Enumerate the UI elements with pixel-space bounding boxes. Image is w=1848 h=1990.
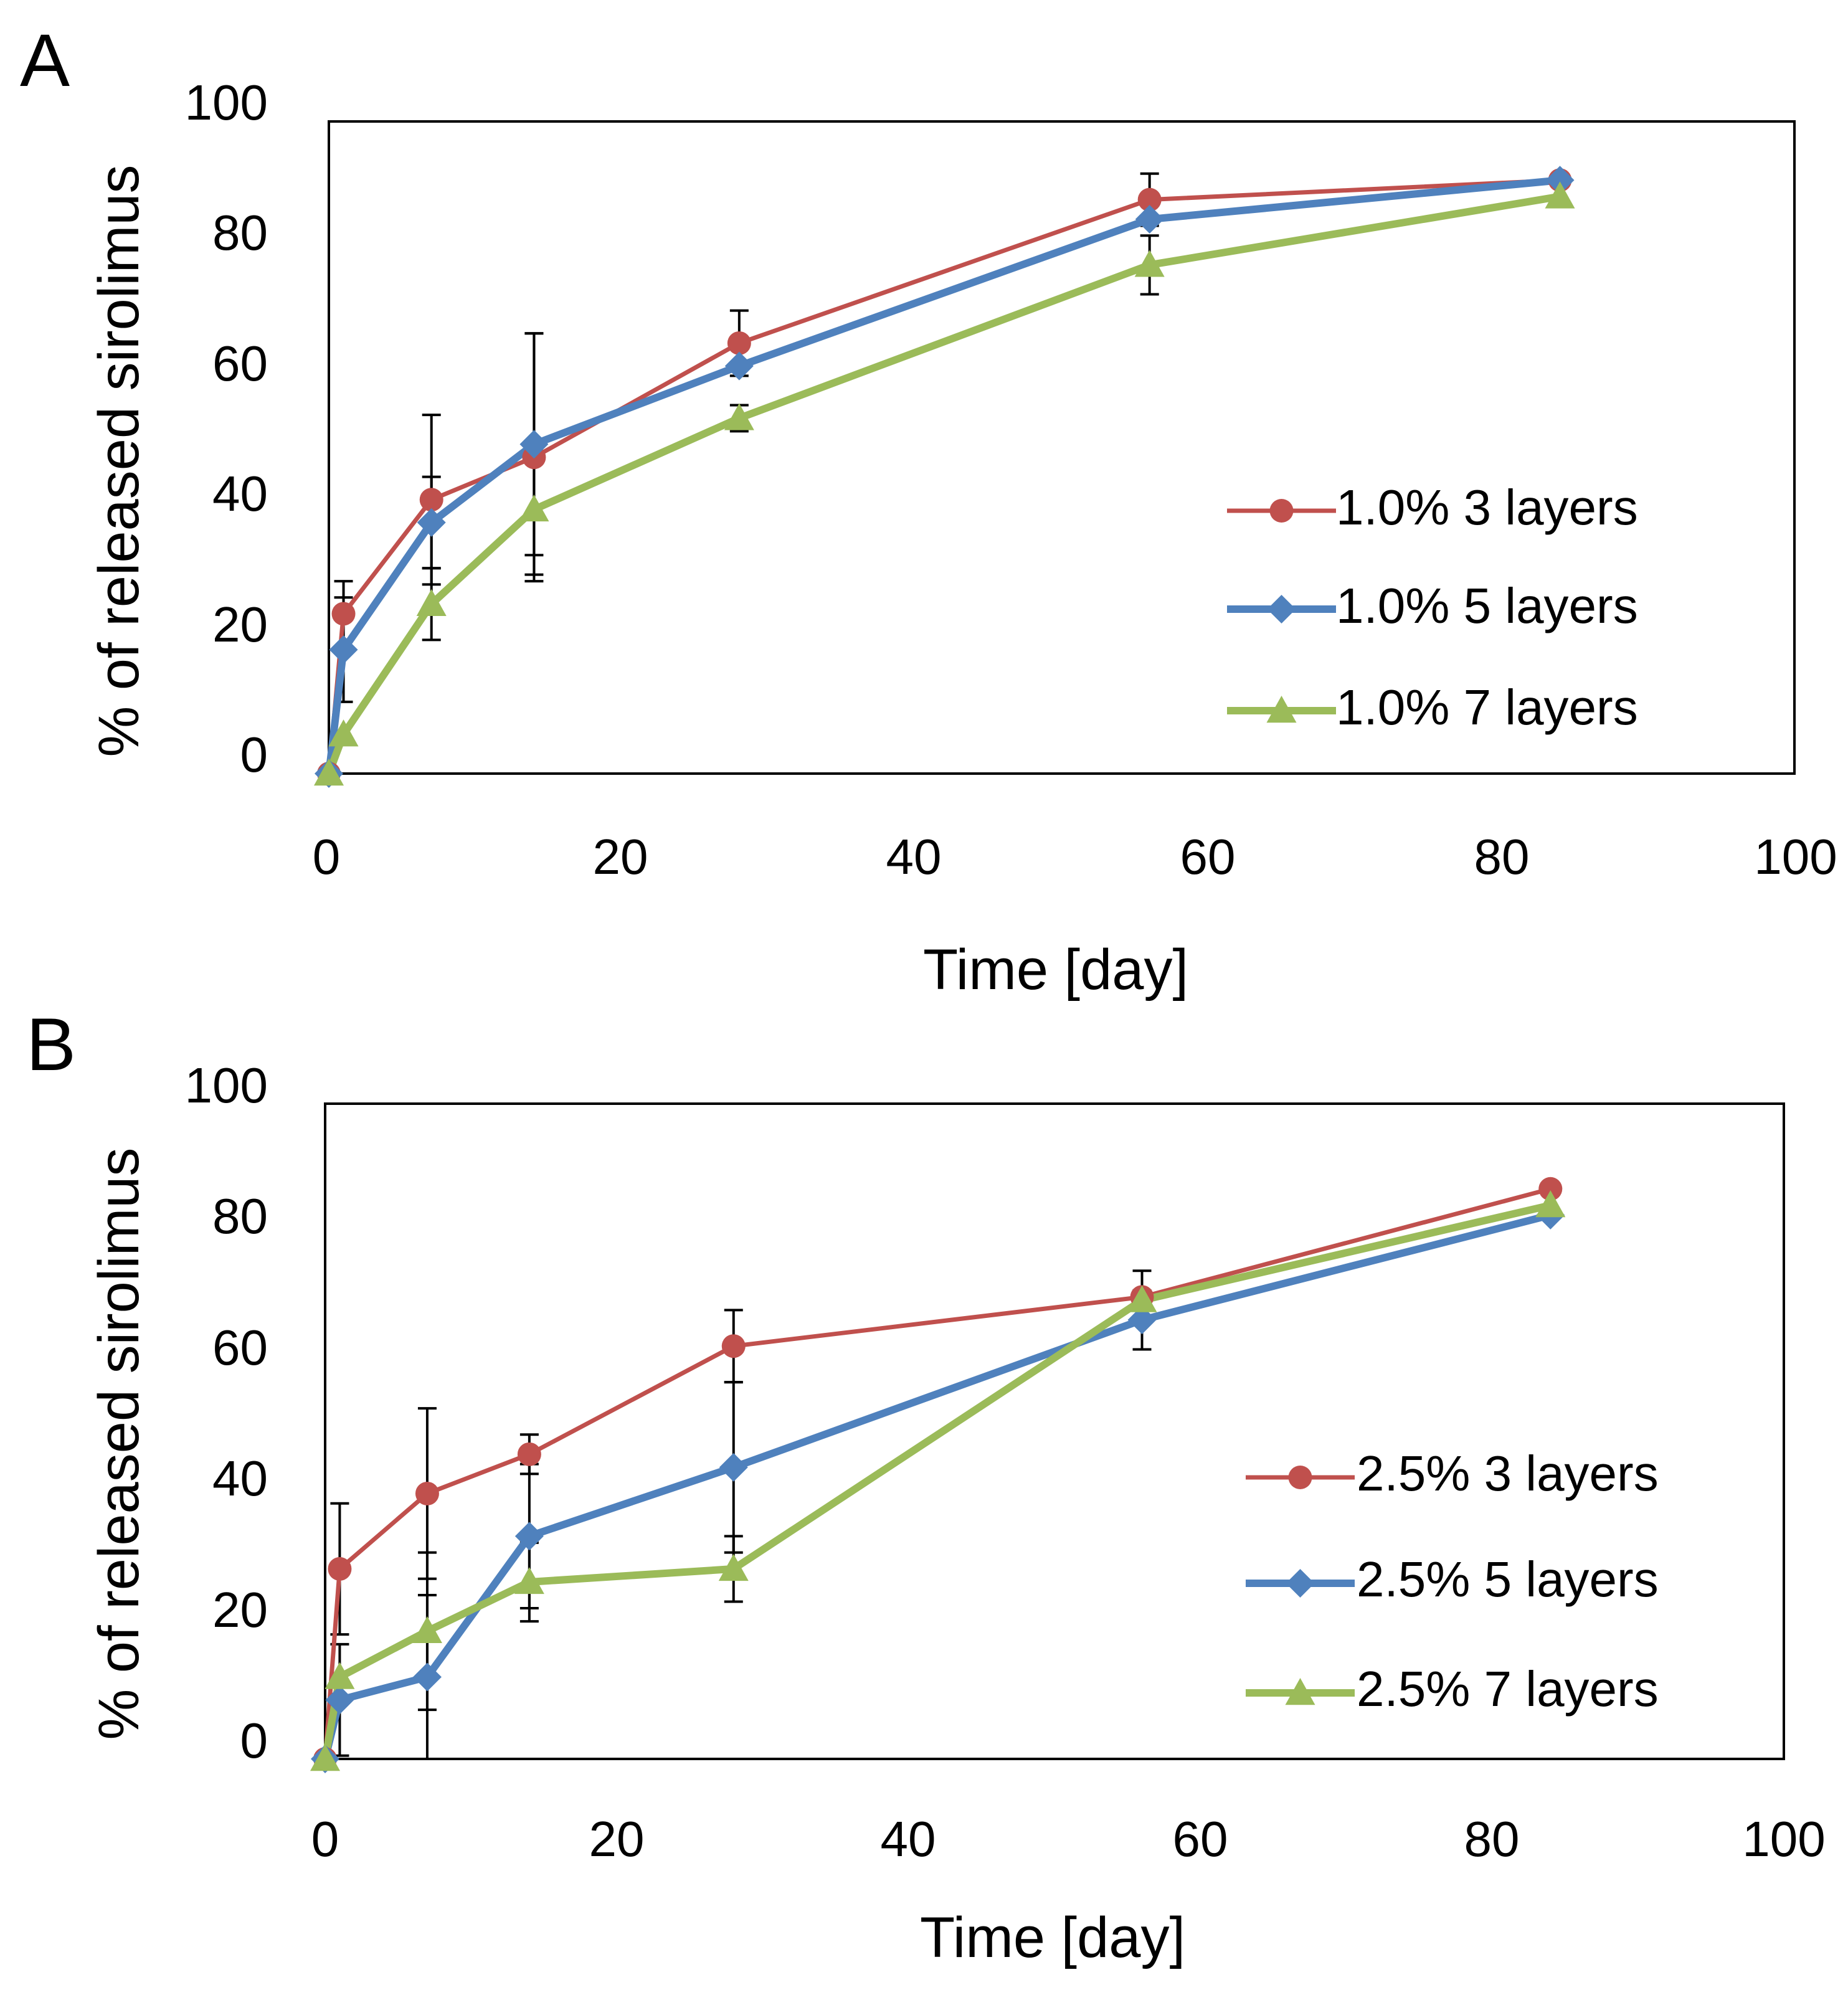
y-tick-labels: 0 20 40 60 80 100	[185, 75, 268, 782]
x-tick-label: 40	[886, 829, 942, 884]
diamond-marker	[325, 1685, 354, 1715]
legend-label: 2.5% 7 layers	[1357, 1661, 1659, 1717]
diamond-marker	[1267, 595, 1296, 623]
y-tick-labels: 0 20 40 60 80 100	[185, 1058, 268, 1768]
x-tick-label: 60	[1180, 829, 1236, 884]
legend-label: 2.5% 5 layers	[1357, 1552, 1659, 1607]
x-axis-title: Time [day]	[920, 1906, 1185, 1969]
triangle-marker	[310, 1744, 340, 1771]
x-tick-label: 20	[593, 829, 648, 884]
triangle-marker	[1134, 250, 1165, 277]
x-tick-label: 100	[1742, 1811, 1825, 1867]
data-points	[314, 166, 1575, 788]
circle-marker	[1137, 187, 1162, 212]
y-tick-label: 80	[212, 205, 268, 260]
y-axis-title: % of released sirolimus	[87, 1147, 151, 1740]
panel-b: B 0 20 40 60 80 100 0 20 40 60 80 100 Ti…	[26, 1003, 1826, 1969]
y-tick-label: 100	[185, 1058, 268, 1113]
y-tick-label: 0	[240, 727, 268, 782]
y-tick-label: 60	[212, 336, 268, 391]
circle-marker	[331, 602, 356, 626]
circle-marker	[721, 1334, 746, 1358]
triangle-marker	[514, 1566, 544, 1594]
diamond-marker	[1127, 1305, 1157, 1335]
diamond-marker	[1545, 166, 1575, 195]
triangle-marker	[1127, 1285, 1157, 1312]
panel-a: A 0 20 40 60 80 100 0 20 40 60 80 100 Ti…	[20, 19, 1837, 1002]
legend-label: 1.0% 7 layers	[1336, 680, 1638, 735]
y-tick-label: 0	[240, 1713, 268, 1768]
legend: 2.5% 3 layers 2.5% 5 layers 2.5% 7 layer…	[1246, 1446, 1659, 1717]
panel-label: A	[20, 19, 70, 102]
circle-marker	[415, 1481, 439, 1505]
diamond-marker	[719, 1452, 748, 1482]
x-tick-label: 80	[1464, 1811, 1520, 1867]
legend-label: 1.0% 3 layers	[1336, 480, 1638, 535]
triangle-marker	[718, 1553, 749, 1581]
circle-marker	[727, 331, 751, 355]
x-tick-label: 20	[589, 1811, 645, 1867]
triangle-marker	[724, 403, 754, 430]
y-axis-title: % of released sirolimus	[87, 164, 151, 757]
diamond-marker	[724, 351, 754, 381]
circle-marker	[1538, 1177, 1563, 1201]
y-tick-label: 60	[212, 1320, 268, 1375]
x-tick-label: 100	[1754, 829, 1837, 884]
diamond-marker	[1286, 1569, 1315, 1598]
legend-symbol	[1227, 499, 1336, 523]
legend-symbol	[1246, 1466, 1355, 1489]
x-tick-label: 80	[1474, 829, 1530, 884]
triangle-marker	[1535, 1190, 1566, 1218]
x-tick-labels: 0 20 40 60 80 100	[313, 829, 1837, 884]
diamond-marker	[514, 1522, 544, 1551]
circle-marker	[328, 1556, 352, 1581]
legend-symbol	[1227, 595, 1336, 623]
diamond-marker	[519, 430, 549, 459]
diamond-marker	[412, 1662, 442, 1692]
diamond-marker	[1135, 205, 1164, 234]
triangle-marker	[1266, 696, 1297, 723]
x-tick-label: 0	[311, 1811, 339, 1867]
y-tick-label: 40	[212, 1451, 268, 1506]
plot-area-frame	[328, 120, 1796, 775]
y-tick-label: 100	[185, 75, 268, 130]
triangle-marker	[519, 494, 549, 522]
triangle-marker	[1285, 1678, 1315, 1705]
panel-label: B	[26, 1003, 76, 1086]
x-tick-label: 0	[313, 829, 341, 884]
triangle-marker	[412, 1616, 442, 1644]
y-tick-label: 20	[212, 1582, 268, 1637]
legend-symbol	[1246, 1678, 1355, 1705]
circle-marker	[517, 1442, 541, 1466]
x-tick-label: 60	[1173, 1811, 1228, 1867]
legend-label: 1.0% 5 layers	[1336, 578, 1638, 633]
triangle-marker	[325, 1662, 355, 1689]
circle-marker	[1269, 499, 1294, 523]
legend-symbol	[1246, 1569, 1355, 1598]
y-tick-label: 80	[212, 1188, 268, 1244]
triangle-marker	[1545, 181, 1575, 209]
legend-label: 2.5% 3 layers	[1357, 1446, 1659, 1501]
y-tick-label: 20	[212, 597, 268, 652]
circle-marker	[1288, 1466, 1312, 1489]
triangle-marker	[314, 759, 344, 786]
legend: 1.0% 3 layers 1.0% 5 layers 1.0% 7 layer…	[1227, 480, 1638, 735]
data-points	[310, 1177, 1566, 1773]
plot-area-frame	[324, 1102, 1785, 1760]
x-axis-title: Time [day]	[923, 938, 1188, 1002]
triangle-marker	[416, 589, 447, 616]
diamond-marker	[417, 508, 446, 537]
diamond-marker	[329, 635, 358, 665]
y-tick-label: 40	[212, 466, 268, 521]
x-tick-labels: 0 20 40 60 80 100	[311, 1811, 1826, 1867]
x-tick-label: 40	[881, 1811, 936, 1867]
legend-symbol	[1227, 696, 1336, 723]
circle-marker	[419, 488, 443, 512]
triangle-marker	[328, 719, 359, 747]
